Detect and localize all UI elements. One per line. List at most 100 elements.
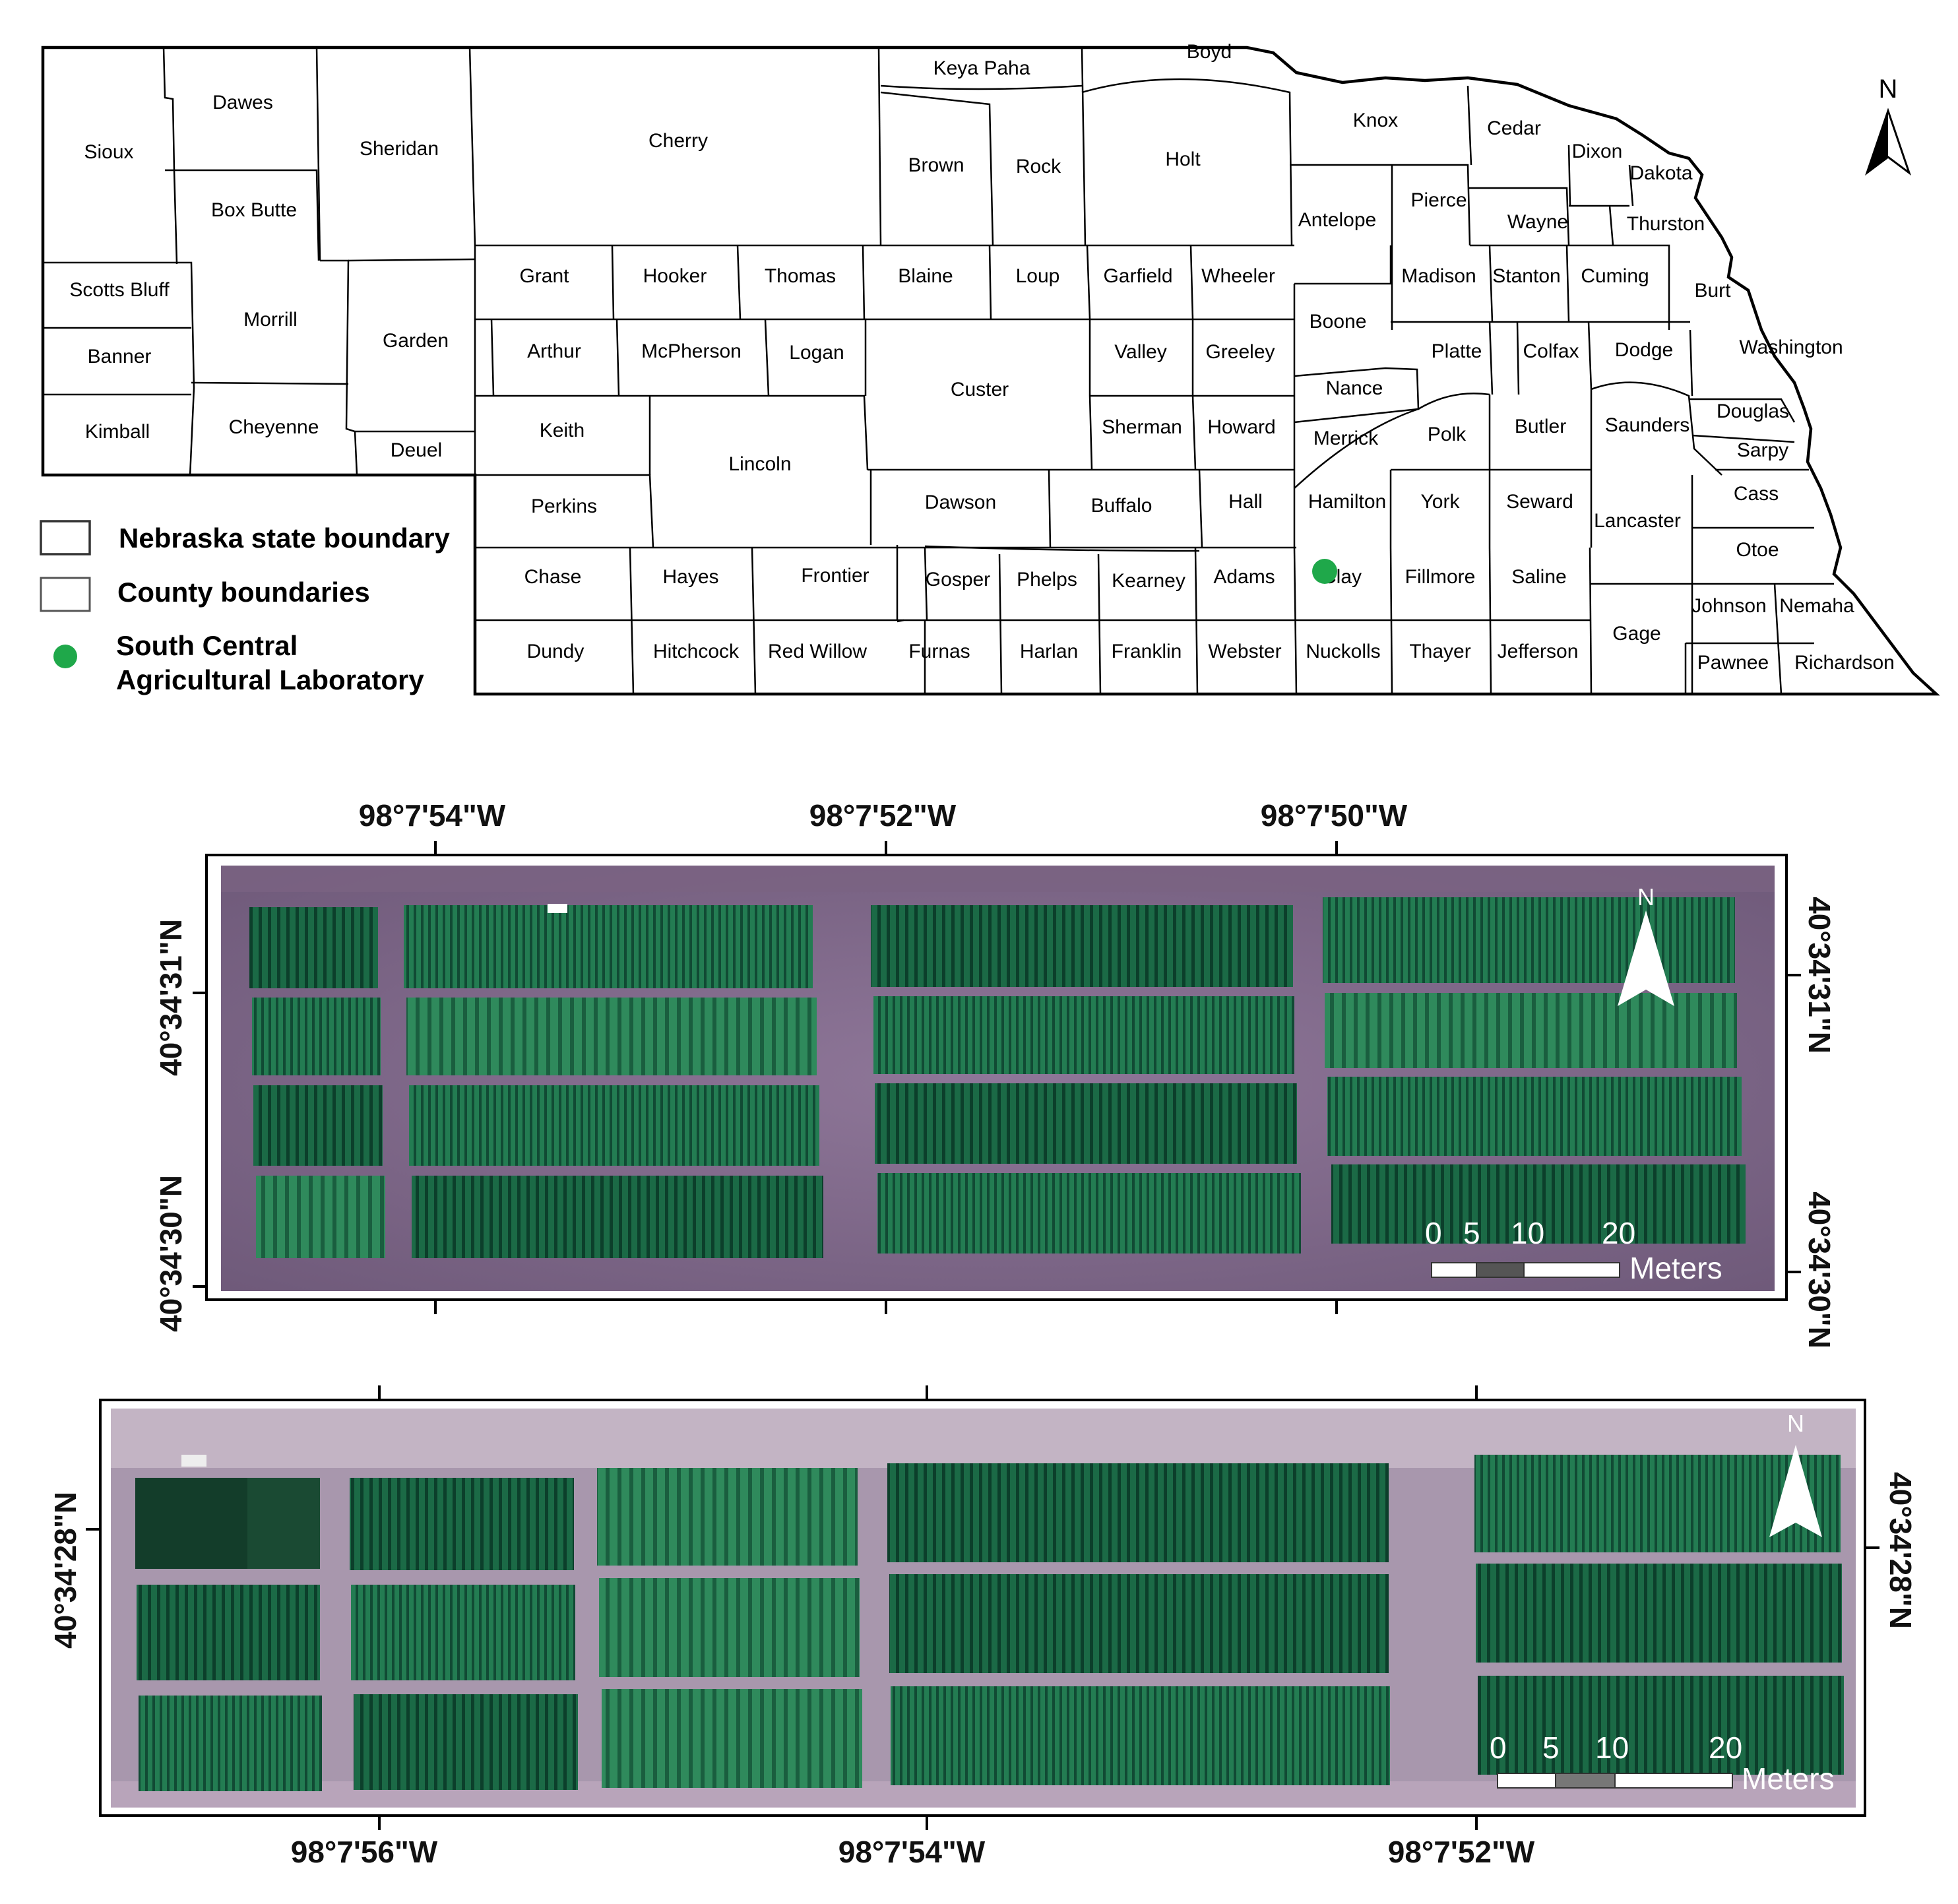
field2-north-arrow [1769, 1445, 1822, 1537]
county-label-fillmore: Fillmore [1405, 566, 1476, 588]
county-label-sarpy: Sarpy [1737, 439, 1788, 461]
county-label-brown: Brown [908, 154, 964, 176]
county-label-greeley: Greeley [1205, 341, 1275, 363]
nebraska-map: Sioux Dawes Sheridan Cherry Keya Paha Boyd Bro… [40, 41, 1940, 696]
field1-top-label-2: 98°7'52"W [809, 798, 957, 833]
county-label-hamilton: Hamilton [1308, 491, 1386, 513]
county-label-thomas: Thomas [765, 265, 836, 287]
county-label-nance: Nance [1326, 377, 1383, 399]
county-label-dawes: Dawes [212, 92, 273, 113]
county-label-sioux: Sioux [84, 141, 133, 163]
legend-county-boundaries: County boundaries [117, 577, 370, 608]
county-label-kimball: Kimball [85, 421, 150, 443]
county-label-hitchcock: Hitchcock [653, 641, 740, 662]
county-label-gosper: Gosper [926, 569, 990, 590]
plot-grid-2 [135, 1455, 1844, 1791]
field2-scale-20: 20 [1709, 1730, 1742, 1765]
county-label-burt: Burt [1694, 280, 1731, 301]
county-label-douglas: Douglas [1717, 400, 1789, 422]
county-label-blaine: Blaine [898, 265, 953, 287]
county-labels: Sioux Dawes Sheridan Cherry Keya Paha Boyd Bro… [69, 41, 1894, 674]
state-boundary [41, 46, 1940, 696]
field1-right-label-1: 40°34'31"N [1802, 897, 1837, 1054]
field1-north-label: N [1637, 883, 1655, 910]
county-label-pawnee: Pawnee [1697, 652, 1769, 674]
county-label-harlan: Harlan [1020, 641, 1078, 662]
field2-scale-5: 5 [1542, 1730, 1560, 1765]
county-label-cedar: Cedar [1487, 117, 1541, 139]
field2-north-label: N [1787, 1410, 1804, 1437]
county-label-thayer: Thayer [1409, 641, 1470, 662]
county-label-franklin: Franklin [1112, 641, 1182, 662]
county-label-loup: Loup [1016, 265, 1060, 287]
county-label-hooker: Hooker [643, 265, 707, 287]
county-label-otoe: Otoe [1736, 539, 1779, 561]
field2-scale-bar: 0 5 10 20 Meters [1490, 1730, 1835, 1796]
county-label-cheyenne: Cheyenne [229, 416, 319, 438]
field1-north-arrow [1618, 910, 1674, 1006]
county-label-grant: Grant [519, 265, 569, 287]
county-label-logan: Logan [789, 342, 844, 364]
county-label-box-butte: Box Butte [211, 199, 297, 221]
county-label-adams: Adams [1213, 566, 1275, 588]
county-label-wayne: Wayne [1507, 211, 1568, 233]
north-arrow: N [1865, 75, 1911, 176]
county-label-antelope: Antelope [1298, 209, 1376, 231]
county-label-red-willow: Red Willow [768, 641, 867, 662]
county-label-dakota: Dakota [1629, 162, 1692, 184]
county-label-dundy: Dundy [527, 641, 584, 662]
county-label-buffalo: Buffalo [1091, 495, 1153, 517]
county-label-lancaster: Lancaster [1594, 510, 1681, 532]
county-label-richardson: Richardson [1794, 652, 1895, 674]
county-label-thurston: Thurston [1627, 213, 1705, 235]
field2-bottom-label-1: 98°7'56"W [291, 1835, 438, 1869]
county-label-rock: Rock [1016, 156, 1061, 177]
county-label-merrick: Merrick [1313, 428, 1379, 449]
county-label-holt: Holt [1165, 148, 1201, 170]
state-boundary-swatch [40, 520, 91, 555]
field1-top-label-1: 98°7'54"W [359, 798, 506, 833]
county-label-boyd: Boyd [1187, 41, 1232, 63]
county-label-lincoln: Lincoln [728, 453, 791, 475]
county-label-platte: Platte [1432, 340, 1482, 362]
county-label-nuckolls: Nuckolls [1306, 641, 1380, 662]
legend-lab-line2: Agricultural Laboratory [116, 664, 424, 695]
county-label-sheridan: Sheridan [360, 138, 439, 160]
county-label-deuel: Deuel [391, 439, 442, 461]
county-label-polk: Polk [1428, 424, 1467, 445]
county-label-keya-paha: Keya Paha [933, 57, 1030, 79]
county-label-cass: Cass [1734, 483, 1779, 505]
field1-left-label-1: 40°34'31"N [154, 919, 188, 1076]
county-label-furnas: Furnas [908, 641, 970, 662]
north-label: N [1879, 75, 1898, 104]
county-boundary-swatch [40, 577, 91, 612]
county-label-dixon: Dixon [1572, 141, 1623, 162]
county-label-saunders: Saunders [1605, 414, 1690, 436]
field2-right-label-1: 40°34'28"N [1883, 1472, 1918, 1629]
field1-right-label-2: 40°34'30"N [1802, 1191, 1837, 1349]
county-label-nemaha: Nemaha [1779, 595, 1854, 617]
county-label-cuming: Cuming [1581, 265, 1649, 287]
county-label-chase: Chase [524, 566, 582, 588]
county-label-wheeler: Wheeler [1201, 265, 1275, 287]
county-label-arthur: Arthur [527, 340, 581, 362]
county-label-colfax: Colfax [1523, 340, 1579, 362]
field1-left-label-2: 40°34'30"N [154, 1175, 188, 1332]
county-label-stanton: Stanton [1492, 265, 1560, 287]
county-label-morrill: Morrill [243, 309, 298, 331]
county-label-howard: Howard [1207, 416, 1275, 438]
county-label-hayes: Hayes [662, 566, 718, 588]
county-label-mcpherson: McPherson [641, 340, 742, 362]
legend: Nebraska state boundary County boundarie… [40, 520, 450, 695]
field1-scale-20: 20 [1602, 1216, 1635, 1250]
county-label-frontier: Frontier [801, 565, 869, 587]
county-label-banner: Banner [88, 346, 152, 367]
county-label-kearney: Kearney [1112, 570, 1185, 592]
field1-scale-0: 0 [1425, 1216, 1442, 1250]
field2-scale-10: 10 [1595, 1730, 1629, 1765]
field2-scale-unit: Meters [1742, 1761, 1835, 1796]
county-label-scotts-bluff: Scotts Bluff [69, 279, 170, 301]
field2-left-label-1: 40°34'28"N [48, 1492, 82, 1649]
county-label-dodge: Dodge [1615, 339, 1673, 361]
